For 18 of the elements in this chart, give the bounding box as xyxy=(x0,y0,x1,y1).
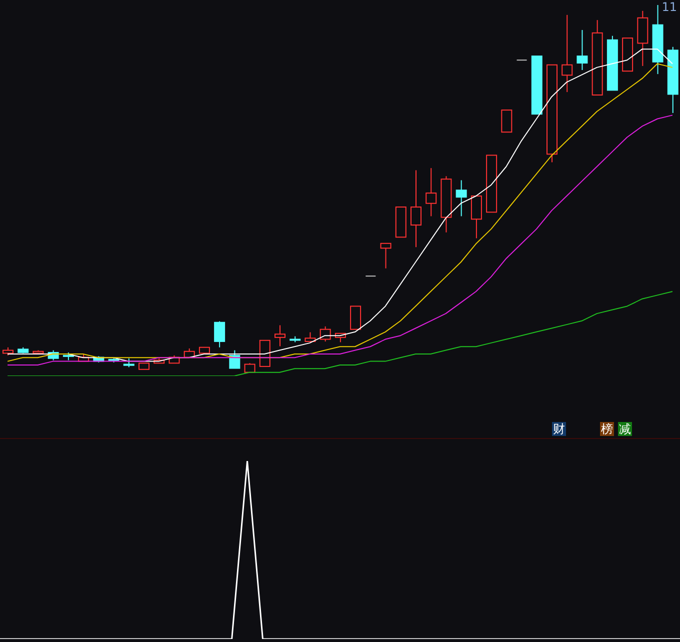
candlestick xyxy=(320,326,331,342)
candlestick xyxy=(410,170,422,248)
candlestick xyxy=(380,242,392,269)
candlestick xyxy=(274,324,286,347)
text: 减 xyxy=(618,422,632,436)
candlestick xyxy=(350,306,362,330)
annotation: 11 xyxy=(660,0,678,14)
candlestick xyxy=(304,332,316,342)
text: 榜 xyxy=(600,422,614,436)
text: 财 xyxy=(552,422,566,436)
candlestick xyxy=(456,180,467,217)
candlestick xyxy=(501,110,512,133)
candlestick xyxy=(214,320,226,348)
candlestick xyxy=(470,196,482,239)
candlestick xyxy=(562,14,573,93)
candlestick xyxy=(576,29,588,71)
candlestick xyxy=(229,350,240,369)
candlestick xyxy=(426,168,437,217)
